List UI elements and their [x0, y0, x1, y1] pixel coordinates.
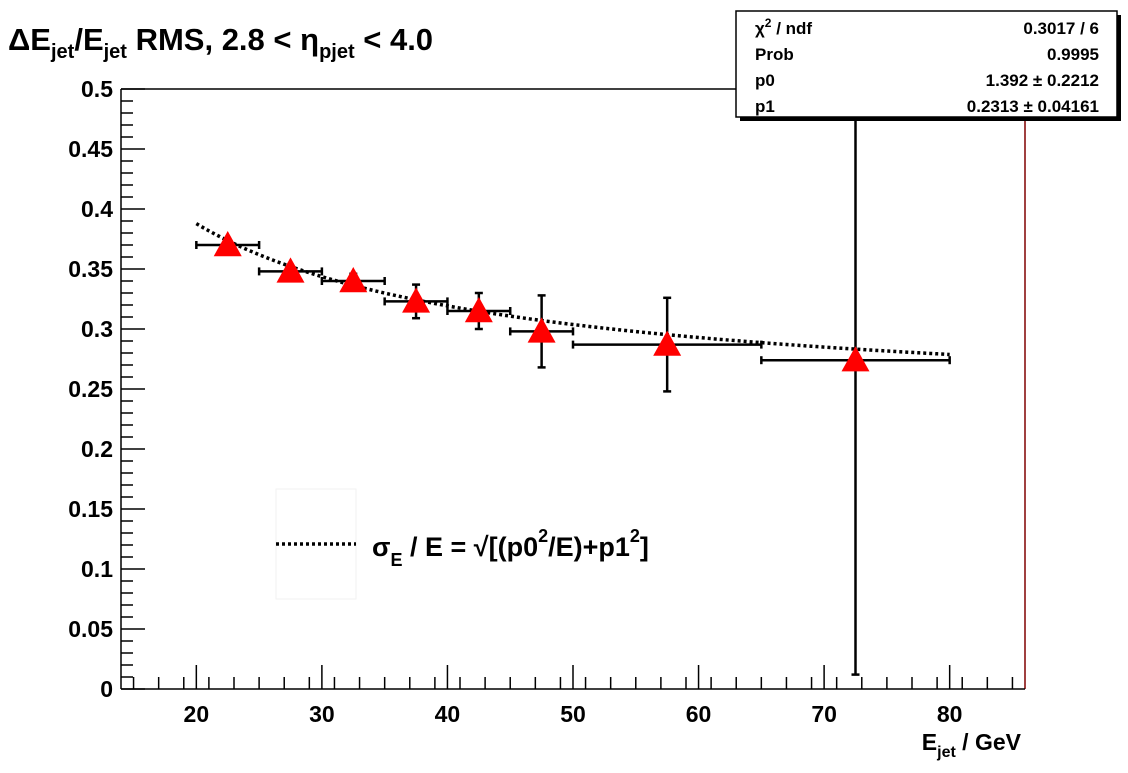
data-points — [195, 44, 951, 676]
y-tick-label: 0.1 — [81, 556, 113, 582]
title-e1-sub: jet — [50, 41, 75, 63]
y-tick-label: 0.25 — [68, 376, 113, 402]
triangle-marker — [464, 297, 493, 323]
y-tick-label: 0.15 — [68, 496, 113, 522]
data-point — [320, 267, 386, 293]
title-e1: E — [30, 22, 51, 57]
title-tail: < 4.0 — [355, 22, 433, 57]
y-tick-label: 0.5 — [81, 76, 113, 102]
x-tick-label: 70 — [811, 701, 837, 727]
legend-label: σE / E = √[(p02/E)+p12] — [372, 526, 649, 570]
legend-part2: /E)+p1 — [548, 532, 630, 562]
legend-sup1: 2 — [538, 526, 548, 546]
stats-row-p0-value: 1.392 ± 0.2212 — [986, 71, 1099, 90]
title-slash: / — [74, 22, 83, 57]
triangle-marker — [841, 346, 870, 372]
y-tick-label: 0 — [100, 676, 113, 702]
legend-sigma-sub: E — [390, 550, 402, 570]
x-label-sub: jet — [936, 744, 956, 761]
title-eta: η — [300, 22, 319, 57]
stats-row-chi2-label: χ2 / ndf — [755, 16, 812, 38]
fit-curve — [195, 222, 950, 357]
data-point — [571, 296, 763, 393]
y-tick-label: 0.45 — [68, 136, 113, 162]
y-tick-label: 0.4 — [81, 196, 113, 222]
data-point — [760, 44, 951, 676]
legend: σE / E = √[(p02/E)+p12] — [275, 488, 649, 600]
title-rest: RMS, 2.8 < — [127, 22, 300, 57]
x-tick-label: 30 — [309, 701, 335, 727]
data-point — [195, 231, 261, 257]
x-tick-label: 80 — [937, 701, 963, 727]
stats-row-p1-value: 0.2313 ± 0.04161 — [967, 97, 1099, 116]
x-label-tail: / GeV — [956, 729, 1022, 755]
legend-sup2: 2 — [630, 526, 640, 546]
legend-sigma: σ — [372, 532, 390, 562]
axis-ticks — [121, 88, 1014, 690]
stats-row-prob-label: Prob — [755, 45, 794, 64]
tick-labels: 0 0.05 0.1 0.15 0.2 0.25 0.3 0.35 0.4 0.45 0.5 20 30… — [68, 76, 962, 727]
triangle-marker — [339, 267, 368, 293]
data-point — [383, 283, 449, 320]
fit-stats-box: χ2 / ndf 0.3017 / 6 Prob 0.9995 p0 1.392… — [735, 10, 1121, 121]
x-tick-label: 60 — [686, 701, 712, 727]
y-tick-label: 0.3 — [81, 316, 113, 342]
x-tick-label: 50 — [560, 701, 586, 727]
x-axis-label: Ejet / GeV — [922, 729, 1022, 761]
triangle-marker — [213, 231, 242, 257]
title-e2-sub: jet — [103, 41, 128, 63]
title-eta-sub: pjet — [319, 41, 355, 63]
title-delta: Δ — [8, 22, 30, 57]
triangle-marker — [276, 257, 305, 283]
triangle-marker — [653, 330, 682, 356]
x-tick-label: 20 — [184, 701, 210, 727]
x-label-main: E — [922, 729, 937, 755]
data-point — [257, 257, 324, 283]
y-tick-label: 0.35 — [68, 256, 113, 282]
chart-title: ΔEjet/Ejet RMS, 2.8 < ηpjet < 4.0 — [8, 22, 433, 63]
title-e2: E — [83, 22, 104, 57]
stats-row-prob-value: 0.9995 — [1047, 45, 1099, 64]
stats-row-p1-label: p1 — [755, 97, 775, 116]
y-tick-label: 0.05 — [68, 616, 113, 642]
y-tick-label: 0.2 — [81, 436, 113, 462]
triangle-marker — [402, 287, 431, 313]
triangle-marker — [527, 317, 556, 343]
x-tick-label: 40 — [435, 701, 461, 727]
stats-row-chi2-value: 0.3017 / 6 — [1023, 19, 1099, 38]
stats-box-frame — [735, 10, 1118, 118]
legend-part3: ] — [640, 532, 649, 562]
stats-row-p0-label: p0 — [755, 71, 775, 90]
data-point — [446, 291, 512, 331]
legend-part1: / E = √[(p0 — [403, 532, 539, 562]
data-point — [508, 294, 575, 369]
